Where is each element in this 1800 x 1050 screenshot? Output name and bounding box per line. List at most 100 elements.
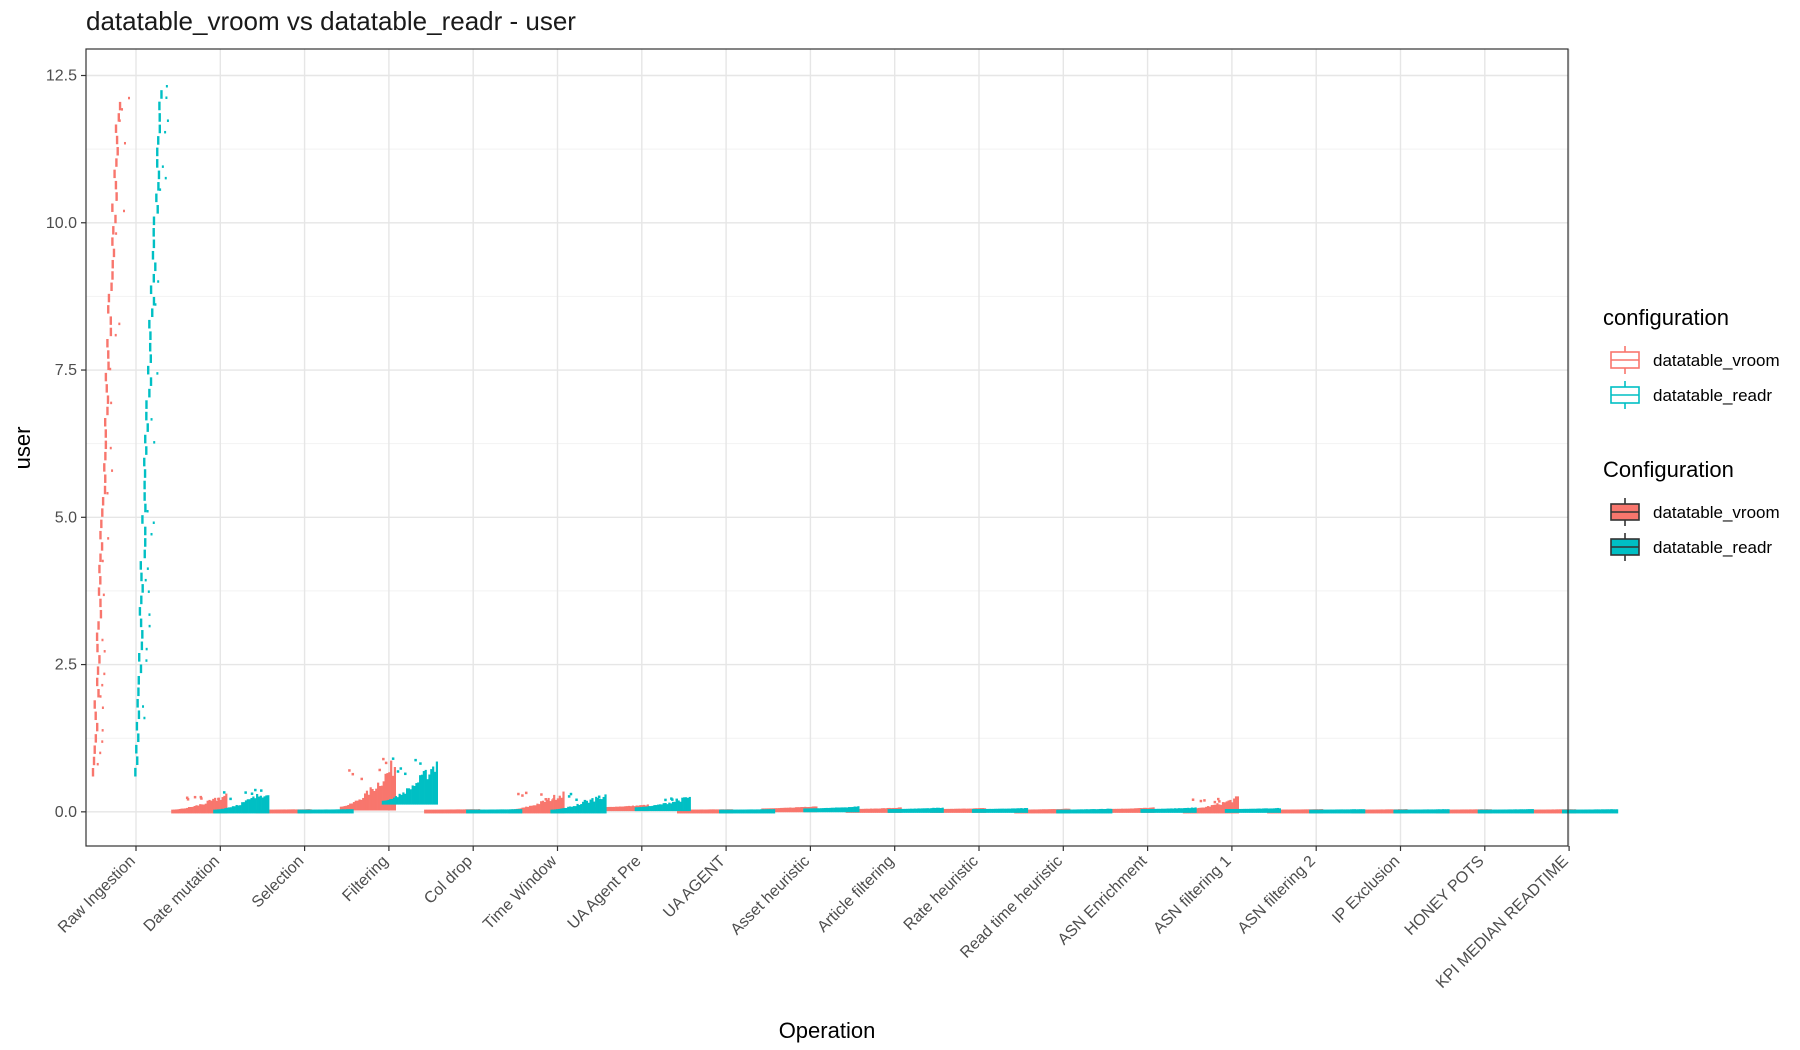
outlier-point [103,650,106,653]
x-tick-label: Date mutation [141,853,223,935]
outlier-point [222,791,226,794]
outlier-point [384,761,388,765]
outlier-point [110,401,113,405]
outlier-point [1218,800,1221,803]
outlier-point [404,772,407,776]
outlier-point [123,141,126,145]
outlier-point [154,303,157,306]
outlier-point [1191,798,1195,801]
x-tick-label: ASN filtering 2 [1235,853,1319,937]
x-tick-label: IP Exclusion [1329,853,1403,927]
outlier-point [118,322,121,326]
x-tick-label: UA AGENT [660,853,729,922]
legend-title: Configuration [1603,457,1734,482]
outlier-point [597,795,601,799]
outlier-point [166,119,169,122]
outlier-point [143,716,146,720]
box-datatable_readr-16 [1477,809,1534,814]
grid-layer [86,49,1570,846]
box-datatable_readr-10 [971,808,1029,813]
outlier-point [106,491,109,495]
outlier-point [351,772,355,776]
outlier-point [99,695,102,698]
legend-label: datatable_vroom [1653,351,1780,370]
outlier-point [391,757,395,760]
box-datatable_readr-13 [1224,807,1282,813]
outlier-point [148,624,151,628]
box-datatable_readr-11 [1056,808,1113,814]
outlier-point [109,446,112,450]
y-axis-title: user [10,427,35,470]
outlier-point [217,797,220,801]
legend-label: datatable_vroom [1653,503,1780,522]
box-datatable_readr-4 [466,809,523,814]
y-tick-label: 12.5 [46,68,77,85]
x-tick-label: HONEY POTS [1402,853,1488,939]
outlier-point [596,799,600,802]
outlier-point [142,705,145,708]
outlier-point [102,593,105,597]
y-tick-label: 0.0 [55,804,77,821]
outlier-point [540,793,543,796]
legend-key [1610,533,1640,561]
x-tick-label: Filtering [339,853,391,905]
outlier-point [1203,799,1206,802]
outlier-point [254,788,257,792]
outlier-point [1217,797,1220,801]
outlier-point [114,333,117,337]
outlier-point [148,613,151,616]
outlier-point [96,762,99,766]
outlier-point [101,740,104,743]
outlier-point [101,638,104,642]
outlier-point [664,798,667,802]
outlier-point [186,798,190,801]
box-datatable_readr-6 [634,796,691,812]
outlier-point [150,418,153,421]
outlier-point [348,769,351,772]
outlier-point [109,367,112,371]
outlier-point [101,559,104,563]
chart-title: datatable_vroom vs datatable_readr - use… [86,6,576,36]
outlier-point [193,795,197,799]
outlier-point [567,795,571,798]
box-datatable_readr-1 [213,788,270,814]
legend-key [1610,346,1640,374]
outlier-point [544,798,547,801]
outlier-point [396,770,400,773]
outlier-point [552,798,555,801]
outlier-point [382,757,385,761]
box-datatable_readr-14 [1309,809,1366,814]
outlier-point [521,794,524,797]
outlier-point [121,108,124,111]
legend-key [1610,381,1640,409]
box-datatable_readr-9 [887,807,944,813]
outlier-point [185,796,189,800]
x-tick-label: Selection [249,853,308,912]
outlier-point [123,209,126,213]
outlier-point [260,789,263,792]
outlier-point [153,441,156,444]
outlier-point [159,188,162,191]
outlier-point [150,532,153,536]
outlier-point [199,795,203,799]
outlier-point [146,567,149,570]
outlier-point [200,797,203,800]
outlier-point [99,751,102,755]
outlier-point [569,792,573,796]
x-tick-label: Article filtering [814,853,897,936]
legend-label: datatable_readr [1653,386,1772,405]
outlier-point [103,672,106,676]
box-datatable_readr-0 [134,84,169,777]
box-datatable_readr-17 [1561,809,1619,814]
outlier-point [399,767,403,770]
outlier-point [147,590,150,593]
outlier-point [157,280,160,283]
legend-label: datatable_readr [1653,538,1772,557]
y-tick-label: 10.0 [46,215,77,232]
outlier-point [101,729,104,732]
outlier-point [115,232,118,235]
outlier-point [152,521,155,524]
outlier-point [101,683,104,687]
outlier-point [111,469,114,472]
legend-key [1610,498,1640,526]
